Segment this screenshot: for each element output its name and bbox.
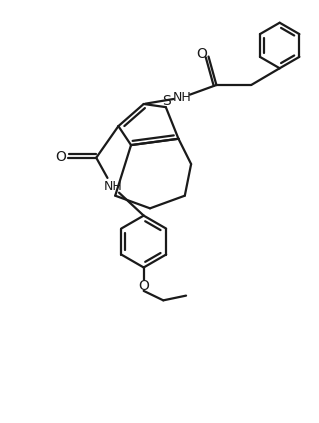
Text: NH: NH xyxy=(103,180,122,193)
Text: O: O xyxy=(138,280,149,294)
Text: O: O xyxy=(196,47,207,61)
Text: S: S xyxy=(162,94,171,108)
Text: NH: NH xyxy=(172,91,191,104)
Text: O: O xyxy=(56,150,66,164)
